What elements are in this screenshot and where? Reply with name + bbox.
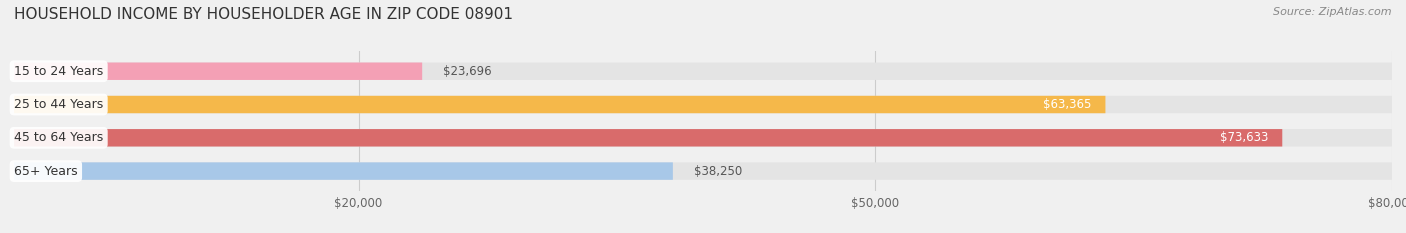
FancyBboxPatch shape <box>14 96 1105 113</box>
Text: $73,633: $73,633 <box>1220 131 1268 144</box>
FancyBboxPatch shape <box>14 162 673 180</box>
Text: $23,696: $23,696 <box>443 65 492 78</box>
FancyBboxPatch shape <box>14 162 1392 180</box>
Text: $63,365: $63,365 <box>1043 98 1091 111</box>
Text: 15 to 24 Years: 15 to 24 Years <box>14 65 103 78</box>
FancyBboxPatch shape <box>14 129 1282 147</box>
Text: 65+ Years: 65+ Years <box>14 164 77 178</box>
Text: Source: ZipAtlas.com: Source: ZipAtlas.com <box>1274 7 1392 17</box>
Text: 25 to 44 Years: 25 to 44 Years <box>14 98 103 111</box>
Text: 45 to 64 Years: 45 to 64 Years <box>14 131 103 144</box>
FancyBboxPatch shape <box>14 62 422 80</box>
FancyBboxPatch shape <box>14 96 1392 113</box>
Text: $38,250: $38,250 <box>693 164 742 178</box>
FancyBboxPatch shape <box>14 129 1392 147</box>
Text: HOUSEHOLD INCOME BY HOUSEHOLDER AGE IN ZIP CODE 08901: HOUSEHOLD INCOME BY HOUSEHOLDER AGE IN Z… <box>14 7 513 22</box>
FancyBboxPatch shape <box>14 62 1392 80</box>
